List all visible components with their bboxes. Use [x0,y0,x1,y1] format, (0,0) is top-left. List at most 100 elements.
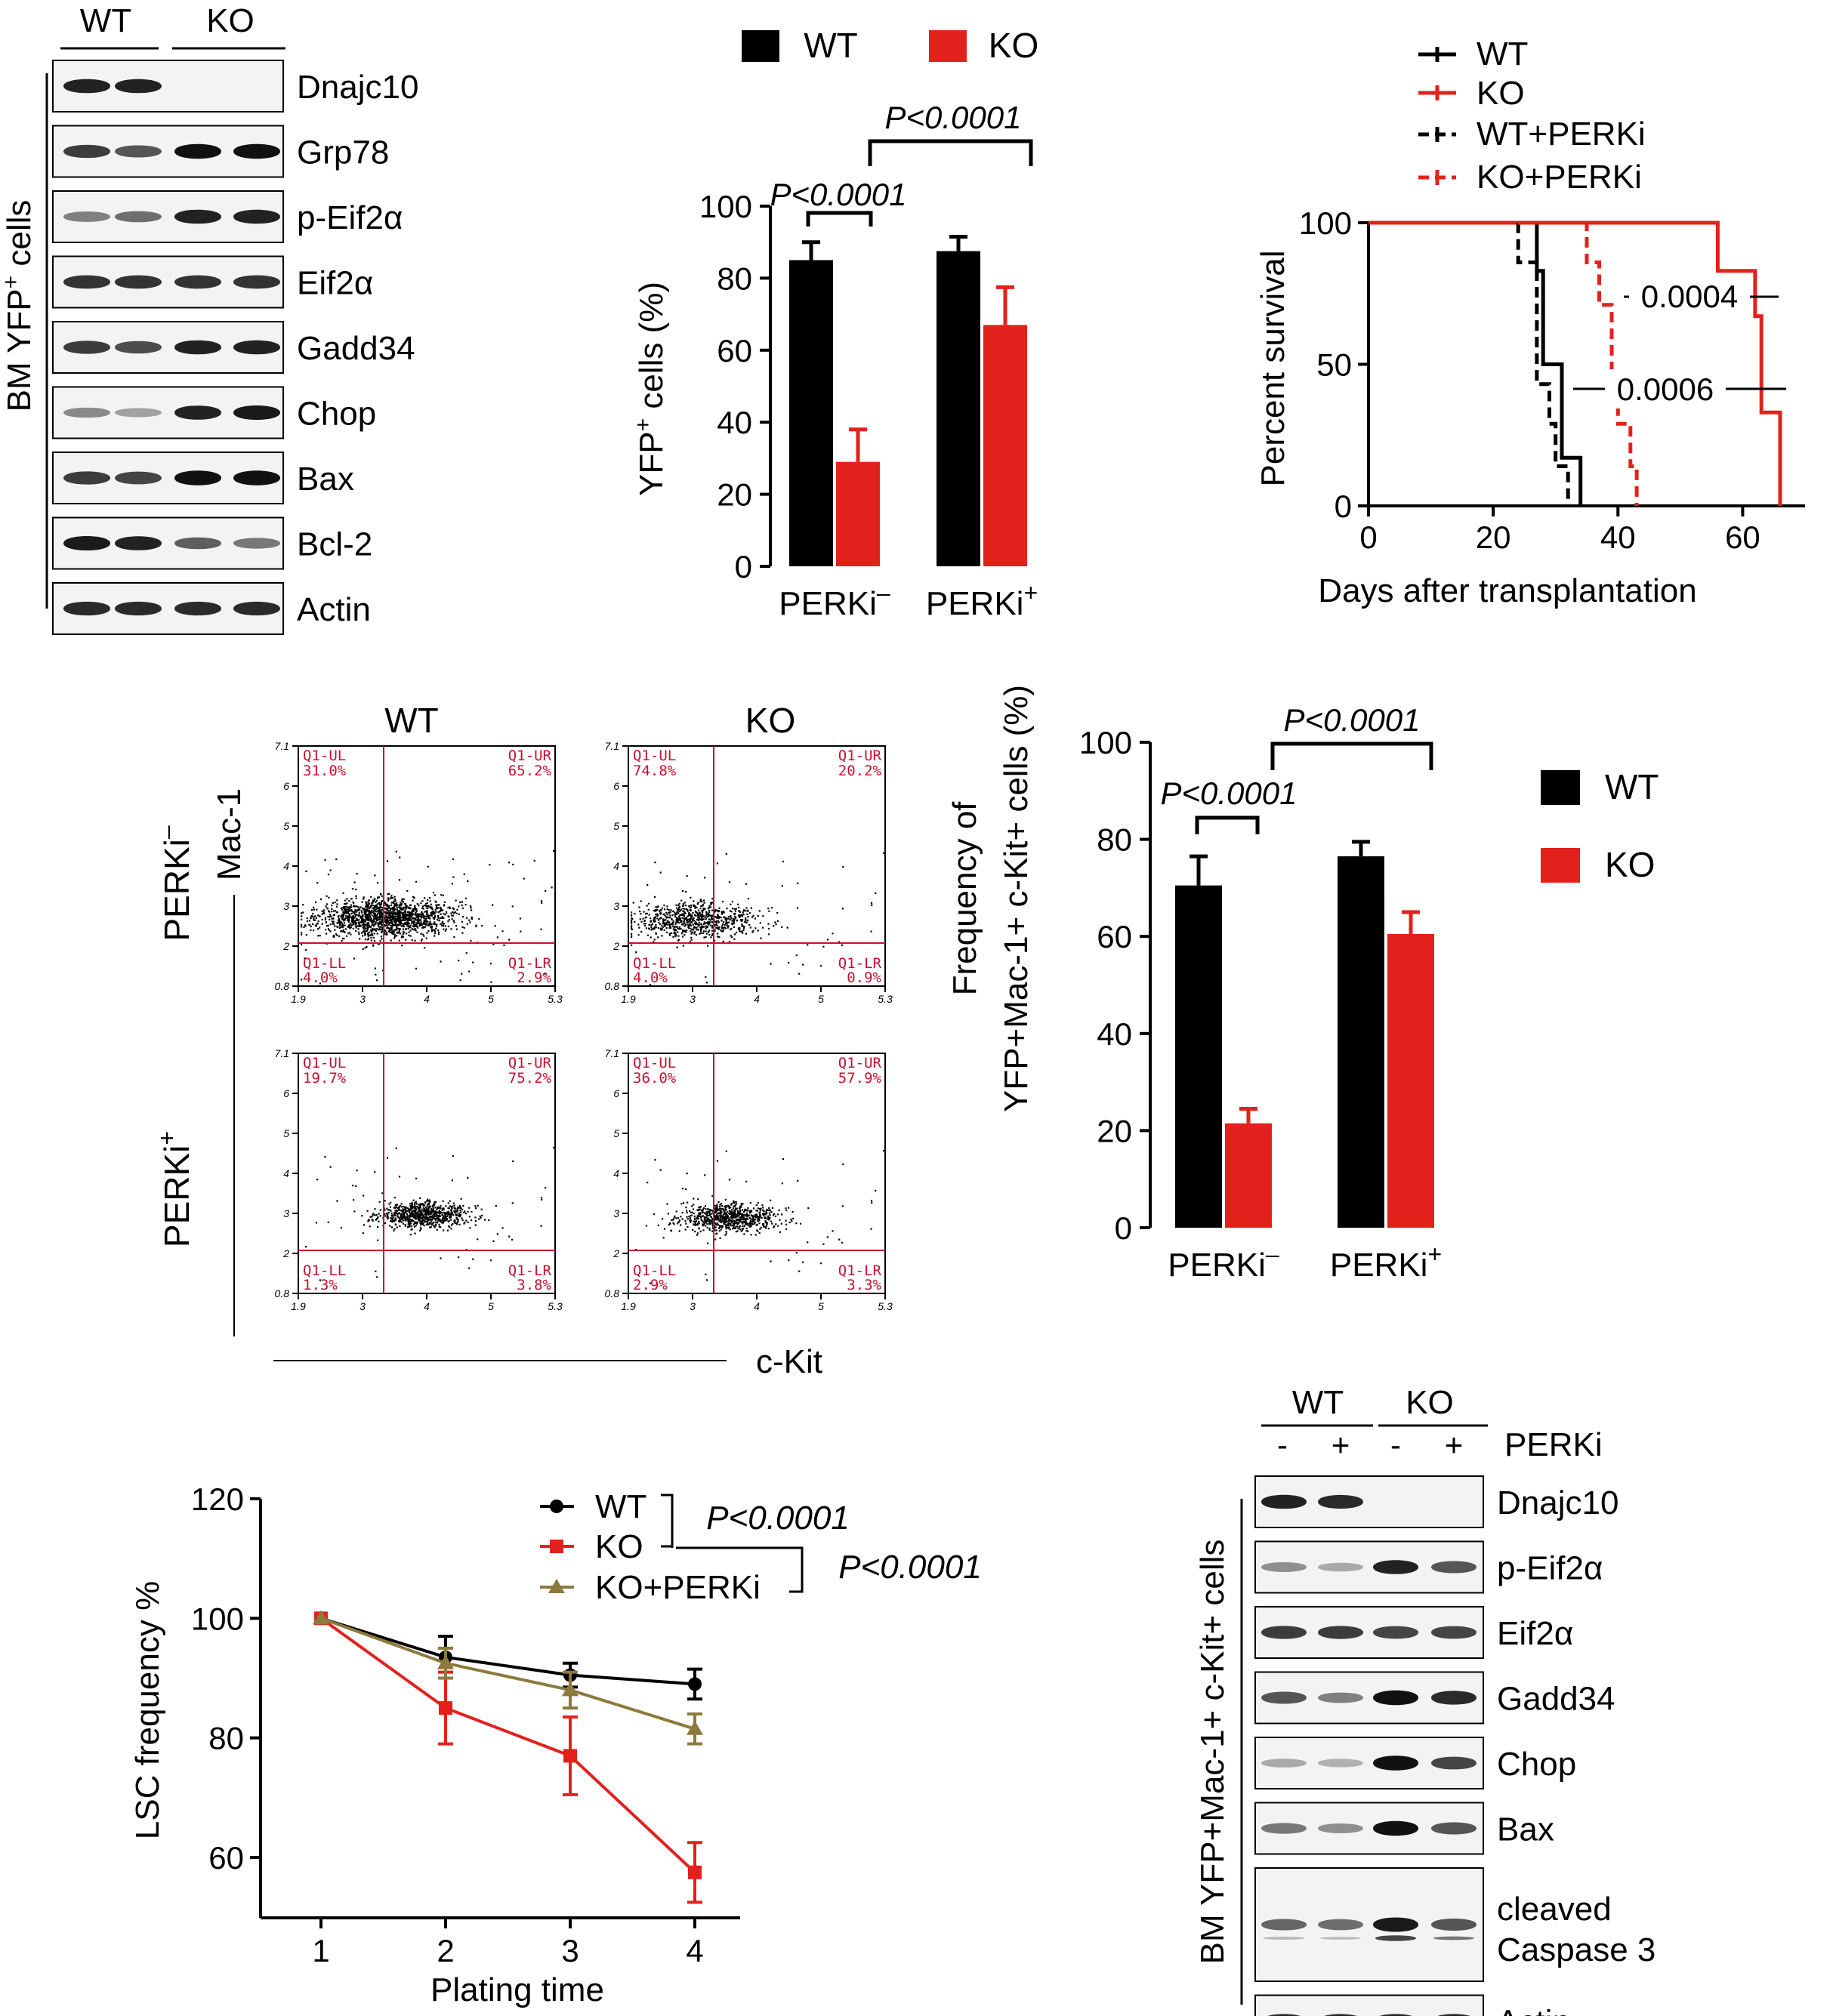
flow-plot-4-ul-pct: 36.0% [633,1070,677,1087]
flow-plot-2-ur-label: Q1-UR [838,748,882,764]
blot-g-group-ko: KO [1406,1384,1454,1421]
chart-f-line-ko [319,1617,696,1874]
legend-c-koperki-label: KO+PERKi [1477,159,1642,196]
blot-g-band-7-4-lower [1433,1936,1474,1940]
chart-c-xtick-label-60: 60 [1725,519,1760,555]
chart-e-ytick-label-80: 80 [1097,822,1132,858]
chart-f-xtick-label-4: 4 [686,1933,703,1968]
blot-a-band-8-1 [63,535,110,551]
blot-g-band-6-1 [1261,1823,1307,1834]
chart-c-curve-ko-perki [1369,220,1639,506]
blot-a-group-wt: WT [80,2,131,39]
flow-xlabel: c-Kit [756,1343,822,1380]
chart-c-ytick-label-50: 50 [1316,347,1352,383]
blot-g-band-8-2 [1324,2014,1357,2016]
flow-plot-2-lr-label: Q1-LR [838,955,882,972]
flow-plot-2-ytick-label-7: 7.1 [605,740,619,752]
flow-plot-4-ytick-label-4: 4 [613,1167,619,1179]
blot-g-perki-label: PERKi [1504,1426,1603,1463]
blot-g-label-6: Bax [1497,1811,1554,1848]
flow-plot-4-ur-pct: 57.9% [838,1070,882,1087]
blot-g-band-5-4 [1431,1756,1477,1770]
flow-plot-3-ytick-label-3: 3 [283,1207,289,1219]
axis-b-category-2: PERKi+ [926,579,1038,622]
chart-c-curve-ko [1369,220,1782,506]
blot-g-band-4-3 [1373,1690,1418,1706]
sig-e-bracket-2 [1270,741,1433,770]
blot-g-label-4: Gadd34 [1497,1681,1615,1718]
flow-plot-3-events [305,1146,555,1281]
legend-f-ko-label: KO [595,1528,643,1565]
blot-g-label-7-b: Caspase 3 [1497,1931,1655,1968]
flow-plot-2-ul-label: Q1-UL [633,748,676,764]
legend-c-ko-label: KO [1477,75,1525,112]
blot-g-band-4-4 [1431,1691,1477,1705]
blot-g-band-1-1 [1261,1494,1307,1509]
flow-plot-4-ytick-label-5: 5 [613,1127,619,1139]
chart-b-bar-wt-2 [937,251,980,566]
sig-b-p-1: P<0.0001 [770,177,906,212]
chart-c-xtick-label-0: 0 [1359,519,1377,555]
flow-plot-1-xtick-label-4: 5 [488,993,494,1005]
blot-g-sign-1: - [1277,1427,1288,1463]
chart-f-point-ko-perki-4 [687,1720,703,1735]
flow-plot-1-ytick-label-7: 7.1 [275,740,289,752]
sig-b-bracket-1 [806,211,873,227]
panel-d-flow-cytometry: WT KO PERKi– PERKi+ Mac-1 c-Kit Q1-UL31.… [153,701,893,1380]
flow-col-title-ko: KO [745,701,795,740]
flow-plot-3-ll-pct: 1.3% [303,1277,338,1293]
legend-c: WT KO WT+PERKi KO+PERKi [1418,35,1646,196]
blot-a-band-2-1 [63,144,110,159]
axis-f-xlabel: Plating time [430,1971,604,2008]
flow-plot-4-events [635,1149,885,1284]
flow-col-title-wt: WT [384,701,439,740]
sig-c-p-1: 0.0004 [1641,279,1738,314]
legend-b-ko-swatch [929,30,967,62]
chart-b-bar-wt-1 [789,260,833,566]
legend-f-ko-marker [550,1540,563,1553]
chart-c-ytick-label-100: 100 [1299,205,1352,241]
legend-f: WT KO KO+PERKi P<0.0001 P<0.0001 [540,1488,982,1606]
flow-plot-3-ytick-label-5: 5 [283,1127,289,1139]
flow-plot-1-xtick-label-2: 3 [359,993,366,1005]
sig-f-p-1: P<0.0001 [706,1500,850,1537]
blot-g-band-7-1 [1261,1919,1307,1931]
blot-g-label-7: cleaved [1497,1891,1612,1928]
blot-a-band-3-2 [115,211,162,223]
chart-e-bar-wt-2 [1338,856,1384,1228]
chart-b-bar-ko-2 [983,325,1027,566]
chart-c-curve-wt [1369,220,1583,506]
chart-b-bar-ko-1 [836,461,880,566]
flow-plot-1-lr-label: Q1-LR [508,955,552,972]
panel-b-bar-chart: WT KO YFP+ cells (%) 0 20 40 60 80 100 PERKi–… [631,26,1039,622]
chart-e-ytick-label-0: 0 [1115,1210,1132,1246]
blot-a-band-6-3 [174,405,221,420]
blot-g-band-5-2 [1318,1759,1363,1768]
blot-a-band-6-1 [63,407,110,418]
chart-e-ytick-label-60: 60 [1097,919,1132,954]
blot-g-band-8-1 [1267,2014,1301,2016]
blot-a-band-8-2 [115,536,162,550]
blot-g-sign-3: - [1390,1427,1401,1463]
panel-a-western-blot: WT KO BM YFP+ cells Dnajc10 Grp78 p-Eif2α E… [0,2,418,635]
blot-a-band-3-1 [63,211,110,222]
flow-plot-4-ytick-label-7: 7.1 [605,1047,619,1059]
flow-plots: Q1-UL31.0%Q1-UR65.2%Q1-LL4.0%Q1-LR2.9%1.… [275,740,893,1312]
blot-a-band-2-2 [115,145,162,158]
legend-c-wtperki-label: WT+PERKi [1477,116,1646,153]
flow-plot-3-xtick-label-3: 4 [424,1300,430,1312]
flow-plot-3-ytick-label-7: 7.1 [275,1047,289,1059]
flow-plot-4-lr-label: Q1-LR [838,1262,882,1279]
blot-g-strips: Dnajc10 p-Eif2α Eif2α Gadd34 Chop Bax cleavedC… [1254,1475,1655,2016]
flow-plot-4-ytick-label-1: 0.8 [605,1287,620,1299]
sig-e-p-1: P<0.0001 [1160,775,1297,811]
flow-plot-1-ytick-label-2: 2 [282,940,289,952]
blot-a-band-4-1 [63,275,110,289]
flow-plot-2-ll-label: Q1-LL [633,955,676,972]
flow-plot-1-ytick-label-1: 0.8 [275,980,290,992]
flow-plot-4-ur-label: Q1-UR [838,1055,882,1071]
flow-plot-1-ytick-label-4: 4 [283,860,289,872]
chart-e-bar-ko-1 [1225,1123,1272,1228]
